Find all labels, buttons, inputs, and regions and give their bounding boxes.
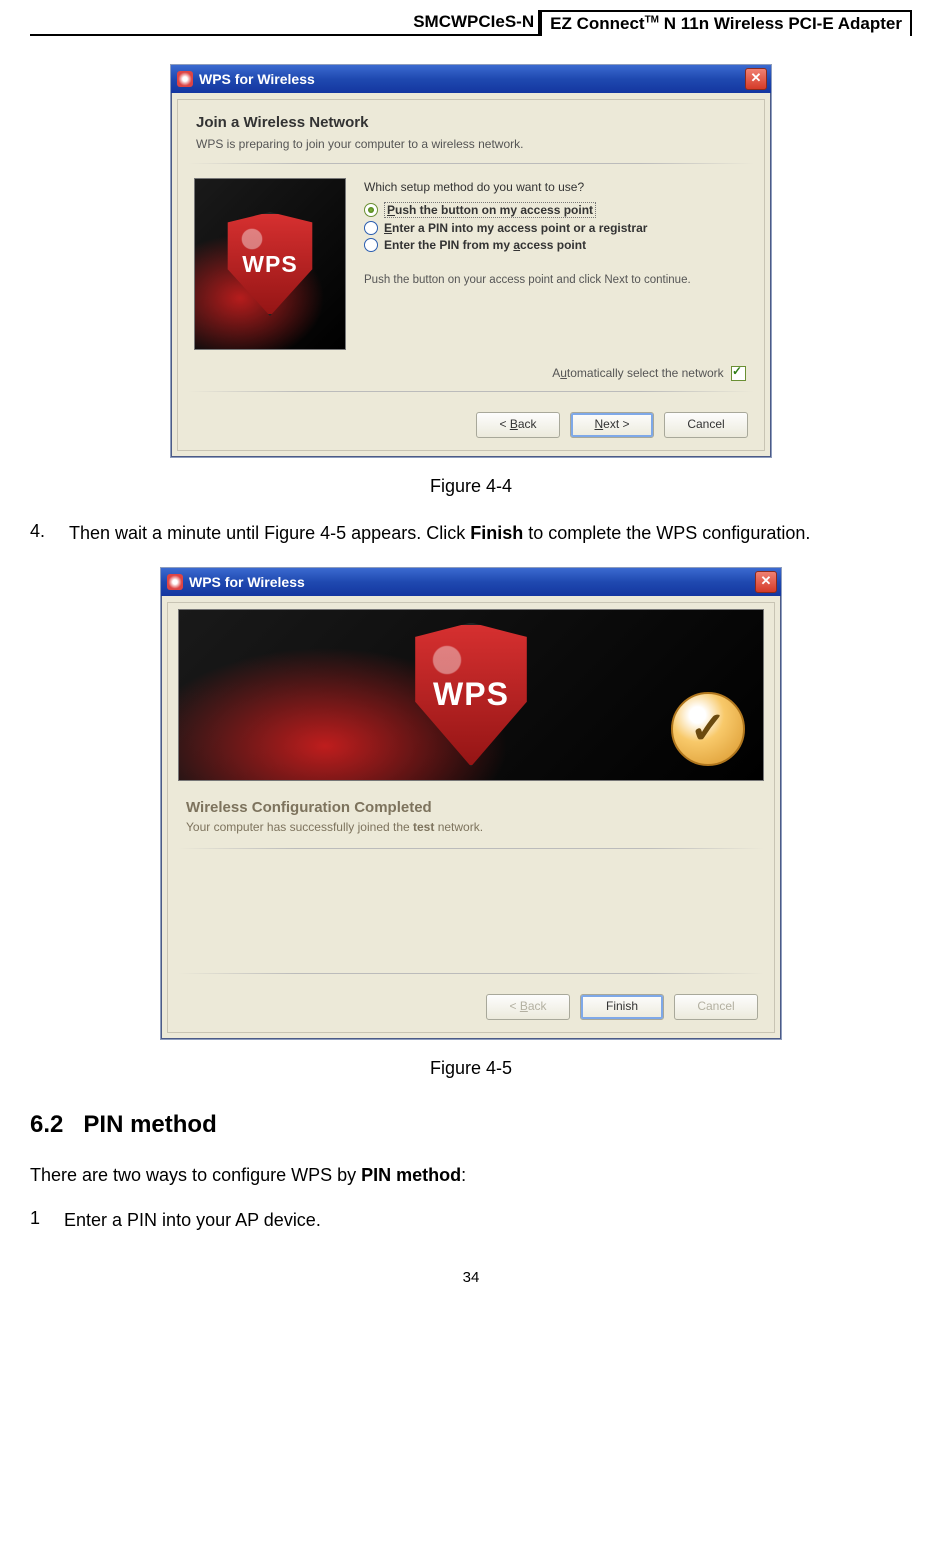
radio-icon [364, 221, 378, 235]
mnemonic: B [510, 417, 518, 431]
radio-label: Enter the PIN from my access point [384, 238, 586, 252]
section-title: PIN method [83, 1111, 216, 1138]
divider [188, 163, 754, 164]
wps-dialog-completed: WPS for Wireless ✕ WPS Wireless Configur… [160, 567, 782, 1040]
shield-icon: WPS [223, 212, 317, 316]
section-gap [63, 1111, 70, 1138]
radio-icon [364, 238, 378, 252]
divider [178, 848, 764, 849]
auto-select-row: Automatically select the network [178, 360, 764, 387]
titlebar: WPS for Wireless ✕ [161, 568, 781, 596]
shield-label: WPS [433, 676, 509, 713]
list-number: 1 [30, 1208, 40, 1233]
step-number: 4. [30, 521, 45, 546]
back-button[interactable]: < Back [476, 412, 560, 438]
wps-icon [177, 71, 193, 87]
radio-label: Push the button on my access point [384, 202, 596, 218]
label-rest: nter a PIN into my access point or a reg… [392, 221, 647, 235]
mnemonic: u [560, 366, 567, 380]
close-button[interactable]: ✕ [755, 571, 777, 593]
radio-label: Enter a PIN into my access point or a re… [384, 221, 647, 235]
next-button[interactable]: Next > [570, 412, 654, 438]
btn-rest: ack [528, 999, 547, 1013]
list-item-1: 1 Enter a PIN into your AP device. [30, 1208, 912, 1233]
btn-rest: ack [518, 417, 537, 431]
spacer [168, 859, 774, 969]
section-heading: 6.2 PIN method [30, 1111, 912, 1139]
divider [188, 391, 754, 392]
radio-enter-pin-from-ap[interactable]: Enter the PIN from my access point [364, 238, 748, 252]
mnemonic: B [520, 999, 528, 1013]
sub-bold: test [413, 820, 434, 834]
finish-button[interactable]: Finish [580, 994, 664, 1020]
success-check-icon [671, 692, 745, 766]
step-4: 4. Then wait a minute until Figure 4-5 a… [30, 521, 912, 546]
figure-caption-4-5: Figure 4-5 [30, 1058, 912, 1079]
dialog-heading: Join a Wireless Network [178, 100, 764, 137]
radio-icon [364, 203, 378, 217]
page-number: 34 [30, 1269, 912, 1286]
dialog-body: Join a Wireless Network WPS is preparing… [177, 99, 765, 451]
options-column: Which setup method do you want to use? P… [364, 178, 748, 350]
sub-pre: Your computer has successfully joined th… [186, 820, 413, 834]
header-title: EZ ConnectTM N 11n Wireless PCI-E Adapte… [540, 10, 912, 36]
intro-pre: There are two ways to configure WPS by [30, 1165, 361, 1185]
back-button: < Back [486, 994, 570, 1020]
close-button[interactable]: ✕ [745, 68, 767, 90]
button-row: < Back Finish Cancel [168, 984, 774, 1032]
mnemonic: N [594, 417, 603, 431]
wps-graphic-panel: WPS [194, 178, 346, 350]
content-row: WPS Which setup method do you want to us… [178, 174, 764, 360]
wps-dialog-join: WPS for Wireless ✕ Join a Wireless Netwo… [170, 64, 772, 458]
wps-graphic-panel: WPS [178, 609, 764, 781]
mnemonic: P [387, 203, 395, 217]
window-title: WPS for Wireless [189, 574, 755, 590]
section-number: 6.2 [30, 1111, 63, 1138]
hint-text: Push the button on your access point and… [364, 274, 748, 286]
titlebar: WPS for Wireless ✕ [171, 65, 771, 93]
divider [178, 973, 764, 974]
radio-push-button[interactable]: Push the button on my access point [364, 202, 748, 218]
wps-icon [167, 574, 183, 590]
dialog-body: WPS Wireless Configuration Completed You… [167, 602, 775, 1033]
list-text: Enter a PIN into your AP device. [64, 1208, 912, 1233]
page: SMCWPCIeS-N EZ ConnectTM N 11n Wireless … [0, 0, 942, 1316]
radio-enter-pin-ap[interactable]: Enter a PIN into my access point or a re… [364, 221, 748, 235]
step-bold: Finish [470, 523, 523, 543]
step-post: to complete the WPS configuration. [523, 523, 810, 543]
step-pre: Then wait a minute until Figure 4-5 appe… [69, 523, 470, 543]
label-rest: ush the button on my access point [395, 203, 593, 217]
dialog-subheading: WPS is preparing to join your computer t… [178, 137, 764, 159]
header-title-suffix: N 11n Wireless PCI-E Adapter [659, 14, 902, 33]
mnemonic: E [384, 221, 392, 235]
step-text: Then wait a minute until Figure 4-5 appe… [69, 521, 912, 546]
shield-icon: WPS [409, 623, 533, 767]
intro-bold: PIN method [361, 1165, 461, 1185]
btn-pre: < [509, 999, 519, 1013]
auto-rest: tomatically select the network [567, 366, 724, 380]
btn-pre: < [499, 417, 509, 431]
button-row: < Back Next > Cancel [178, 402, 764, 450]
label-rest: ccess point [520, 238, 586, 252]
header-model: SMCWPCIeS-N [409, 10, 540, 34]
intro-post: : [461, 1165, 466, 1185]
dialog-heading: Wireless Configuration Completed [168, 785, 774, 820]
shield-label: WPS [242, 251, 297, 278]
auto-select-checkbox[interactable] [731, 366, 746, 381]
header-title-prefix: EZ Connect [550, 14, 644, 33]
window-title: WPS for Wireless [199, 71, 745, 87]
page-header: SMCWPCIeS-N EZ ConnectTM N 11n Wireless … [30, 10, 912, 36]
cancel-button[interactable]: Cancel [664, 412, 748, 438]
sub-post: network. [434, 820, 483, 834]
btn-rest: ext > [603, 417, 629, 431]
auto-label: Automatically select the network [552, 366, 723, 380]
figure-caption-4-4: Figure 4-4 [30, 476, 912, 497]
trademark-sup: TM [645, 14, 659, 25]
intro-paragraph: There are two ways to configure WPS by P… [30, 1163, 912, 1188]
dialog-subheading: Your computer has successfully joined th… [168, 820, 774, 844]
question-text: Which setup method do you want to use? [364, 180, 748, 194]
cancel-button: Cancel [674, 994, 758, 1020]
label-pre: Enter the PIN from my [384, 238, 513, 252]
